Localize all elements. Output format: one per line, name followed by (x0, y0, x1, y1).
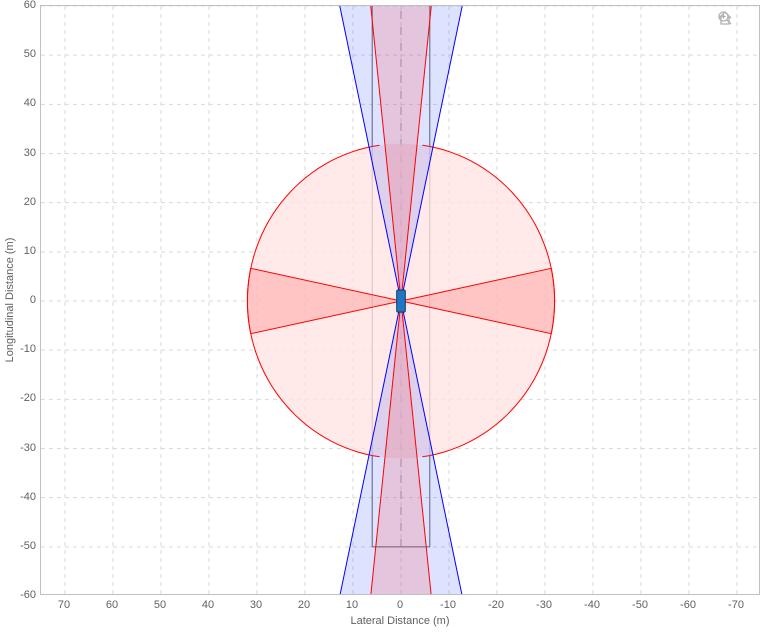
x-tick-label: -70 (728, 599, 744, 611)
y-tick-label: 50 (16, 48, 36, 60)
y-tick-label: 10 (16, 245, 36, 257)
x-tick-label: 0 (397, 599, 403, 611)
y-tick-label: -20 (16, 392, 36, 404)
x-tick-label: -30 (536, 599, 552, 611)
plot-svg (41, 6, 760, 595)
x-axis-label: Lateral Distance (m) (350, 615, 449, 627)
x-tick-label: -20 (488, 599, 504, 611)
y-tick-label: 30 (16, 147, 36, 159)
plot-area (40, 5, 760, 595)
ego-vehicle (397, 290, 406, 312)
y-tick-label: 20 (16, 196, 36, 208)
x-tick-label: 10 (346, 599, 358, 611)
x-tick-label: -50 (632, 599, 648, 611)
y-tick-label: -40 (16, 491, 36, 503)
x-tick-label: 20 (298, 599, 310, 611)
y-tick-label: -10 (16, 343, 36, 355)
plot-toolbar (717, 10, 753, 26)
y-tick-label: 0 (16, 294, 36, 306)
y-tick-label: -30 (16, 442, 36, 454)
x-tick-label: -40 (584, 599, 600, 611)
x-tick-label: -60 (680, 599, 696, 611)
y-tick-label: 40 (16, 97, 36, 109)
sensor-coverage-figure: 70 60 50 40 30 20 10 0 -10 -20 -30 -40 -50 -60 -70 -60… (0, 0, 770, 637)
x-tick-label: 40 (202, 599, 214, 611)
home-icon[interactable] (737, 10, 753, 26)
x-tick-label: 60 (106, 599, 118, 611)
x-tick-label: -10 (440, 599, 456, 611)
y-tick-label: -50 (16, 540, 36, 552)
y-tick-label: -60 (16, 589, 36, 601)
y-axis-label: Longitudinal Distance (m) (4, 238, 16, 363)
x-tick-label: 30 (250, 599, 262, 611)
y-tick-label: 60 (16, 0, 36, 11)
x-tick-label: 50 (154, 599, 166, 611)
x-tick-label: 70 (58, 599, 70, 611)
